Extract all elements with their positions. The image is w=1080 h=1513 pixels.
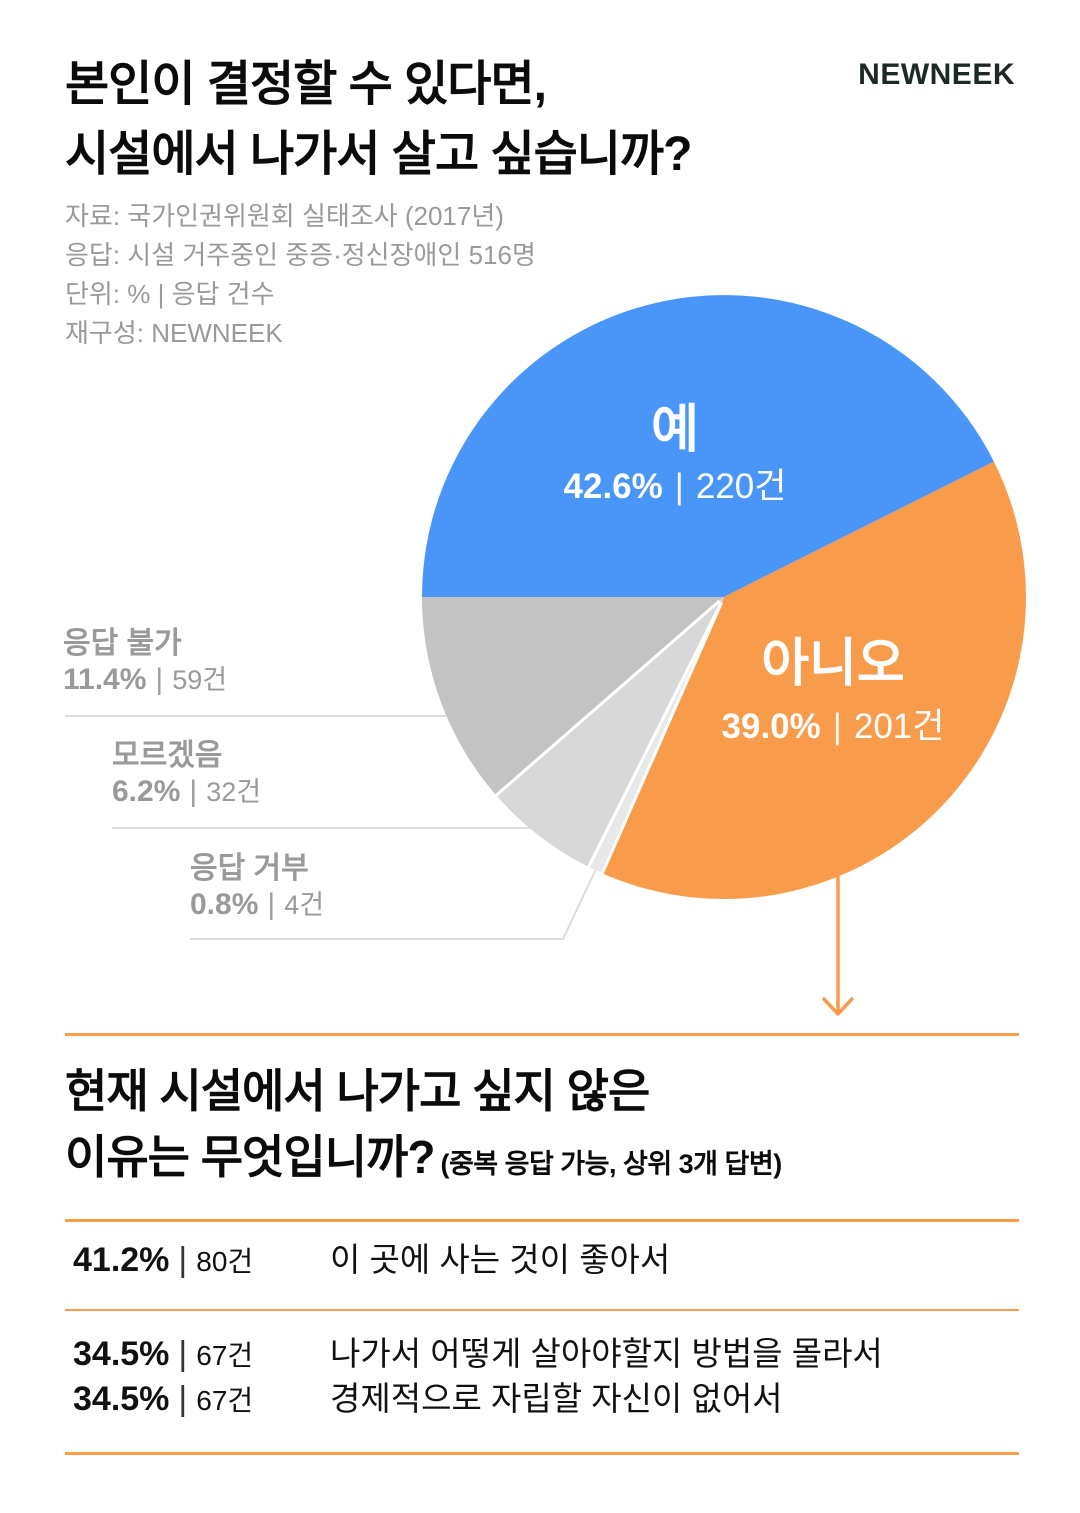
value-count: 201건: [853, 707, 945, 746]
slice-gap-1: [600, 601, 723, 875]
value-count: 220건: [695, 467, 787, 506]
pie-chart-svg: [65, 295, 1026, 1016]
answer-row-2: 34.5% | 67건 나가서 어떻게 살아야할지 방법을 몰라서: [73, 1332, 1019, 1378]
answer-count: 67건: [196, 1385, 254, 1416]
answer-divider: |: [178, 1380, 188, 1418]
meta-line-unit: 단위: % | 응답 건수: [65, 279, 275, 309]
pie-label-value: 39.0% | 201건: [533, 706, 1080, 748]
question2-note: (중복 응답 가능, 상위 3개 답변): [440, 1149, 782, 1179]
answer-table-rule-top: [65, 1219, 1019, 1222]
answer-divider: |: [178, 1241, 188, 1279]
value-count: 59건: [172, 665, 228, 695]
callout-value: 0.8% | 4건: [190, 887, 324, 923]
answer-percent: 34.5%: [73, 1380, 170, 1418]
callout-dont-know: 모르겠음 6.2% | 32건: [112, 738, 261, 810]
value-divider: |: [155, 663, 164, 696]
source-meta: 자료: 국가인권위원회 실태조사 (2017년) 응답: 시설 거주중인 중증·…: [65, 197, 536, 353]
slice-gap-2: [586, 601, 723, 869]
main-title-line-1: 본인이 결정할 수 있다면,: [65, 58, 547, 111]
answer-count: 80건: [196, 1246, 254, 1277]
meta-line-respondents: 응답: 시설 거주중인 중증·정신장애인 516명: [65, 240, 536, 270]
callout-value: 11.4% | 59건: [63, 662, 227, 698]
pie-label-name: 아니오: [761, 635, 905, 693]
answer-reason: 이 곳에 사는 것이 좋아서: [330, 1241, 671, 1278]
answer-percent: 41.2%: [73, 1241, 170, 1279]
answer-divider: |: [178, 1335, 188, 1373]
answer-reason: 나가서 어떻게 살아야할지 방법을 몰라서: [330, 1335, 883, 1372]
callout-name: 모르겠음: [112, 739, 223, 772]
main-title: 본인이 결정할 수 있다면, 시설에서 나가서 살고 싶습니까?: [65, 50, 692, 190]
question2-title: 현재 시설에서 나가고 싶지 않은 이유는 무엇입니까? (중복 응답 가능, 상…: [65, 1058, 782, 1197]
pie-label-no: 아니오 39.0% | 201건: [533, 636, 1080, 748]
callout-name: 응답 불가: [63, 627, 182, 660]
main-title-line-2: 시설에서 나가서 살고 싶습니까?: [65, 128, 692, 181]
answer-row-1: 41.2% | 80건 이 곳에 사는 것이 좋아서: [73, 1238, 1019, 1284]
brand-logo: NEWNEEK: [858, 58, 1015, 91]
callout-name: 응답 거부: [190, 852, 309, 885]
section-rule-top: [65, 1033, 1019, 1036]
question2-line-1: 현재 시설에서 나가고 싶지 않은: [65, 1065, 650, 1117]
callout-response-unavailable: 응답 불가 11.4% | 59건: [63, 626, 227, 698]
pie-slice-response-unavailable: [422, 597, 724, 796]
value-percent: 42.6%: [563, 467, 663, 506]
answer-stat: 41.2% | 80건: [73, 1238, 330, 1284]
value-percent: 39.0%: [721, 707, 821, 746]
question2-line-2: 이유는 무엇입니까? (중복 응답 가능, 상위 3개 답변): [65, 1124, 782, 1197]
pie-slice-yes: [422, 295, 994, 597]
answer-stat: 34.5% | 67건: [73, 1377, 330, 1423]
pie-slice-no: [602, 461, 1026, 899]
answer-row-3: 34.5% | 67건 경제적으로 자립할 자신이 없어서: [73, 1377, 1019, 1423]
value-divider: |: [832, 707, 842, 746]
value-count: 4건: [284, 890, 325, 920]
question2-line-2-text: 이유는 무엇입니까?: [65, 1131, 435, 1183]
meta-line-credit: 재구성: NEWNEEK: [65, 318, 283, 348]
slice-gap-3: [494, 599, 721, 798]
callout-response-refused: 응답 거부 0.8% | 4건: [190, 851, 324, 923]
answer-table-rule-bottom: [65, 1452, 1019, 1455]
callout-value: 6.2% | 32건: [112, 774, 261, 810]
value-percent: 0.8%: [190, 888, 259, 921]
answer-reason: 경제적으로 자립할 자신이 없어서: [330, 1380, 783, 1417]
value-divider: |: [189, 775, 198, 808]
callout-leader-line-3: [190, 868, 597, 940]
value-percent: 6.2%: [112, 775, 181, 808]
pie-label-name: 예: [651, 401, 699, 459]
value-divider: |: [674, 467, 684, 506]
pie-label-value: 42.6% | 220건: [375, 466, 975, 508]
answer-table-rule-middle: [65, 1309, 1019, 1311]
pie-slice-dont-know: [496, 597, 724, 867]
answer-stat: 34.5% | 67건: [73, 1332, 330, 1378]
meta-line-source: 자료: 국가인권위원회 실태조사 (2017년): [65, 201, 504, 231]
answer-percent: 34.5%: [73, 1335, 170, 1373]
no-slice-arrow: [822, 875, 854, 1016]
answer-count: 67건: [196, 1340, 254, 1371]
value-count: 32건: [206, 777, 262, 807]
value-divider: |: [267, 888, 276, 921]
value-percent: 11.4%: [63, 663, 147, 696]
pie-label-yes: 예 42.6% | 220건: [375, 402, 975, 508]
